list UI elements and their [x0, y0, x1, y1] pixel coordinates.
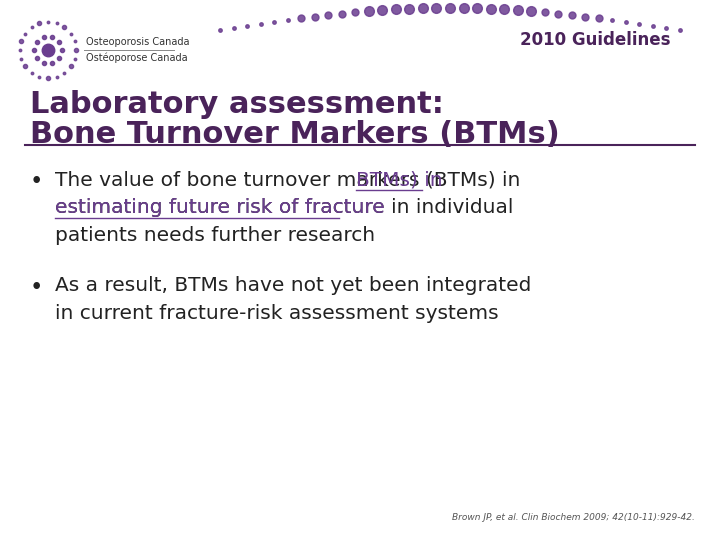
- Text: 2010 Guidelines: 2010 Guidelines: [520, 31, 670, 49]
- Text: Ostéoporose Canada: Ostéoporose Canada: [86, 53, 188, 63]
- Text: Laboratory assessment:: Laboratory assessment:: [30, 90, 444, 119]
- Text: estimating future risk of fracture in individual: estimating future risk of fracture in in…: [55, 198, 513, 217]
- Text: Bone Turnover Markers (BTMs): Bone Turnover Markers (BTMs): [30, 120, 559, 149]
- Text: •: •: [30, 170, 43, 193]
- Text: As a result, BTMs have not yet been integrated: As a result, BTMs have not yet been inte…: [55, 276, 531, 295]
- Text: estimating future risk of fracture: estimating future risk of fracture: [55, 198, 384, 217]
- Text: BTMs) in: BTMs) in: [356, 170, 442, 189]
- Text: The value of bone turnover markers (BTMs) in: The value of bone turnover markers (BTMs…: [55, 170, 521, 189]
- Text: •: •: [30, 276, 43, 299]
- Text: Osteoporosis Canada: Osteoporosis Canada: [86, 37, 189, 47]
- Text: Brown JP, et al. Clin Biochem 2009; 42(10-11):929-42.: Brown JP, et al. Clin Biochem 2009; 42(1…: [452, 513, 695, 522]
- Text: in current fracture-risk assessment systems: in current fracture-risk assessment syst…: [55, 305, 499, 323]
- Text: patients needs further research: patients needs further research: [55, 226, 375, 245]
